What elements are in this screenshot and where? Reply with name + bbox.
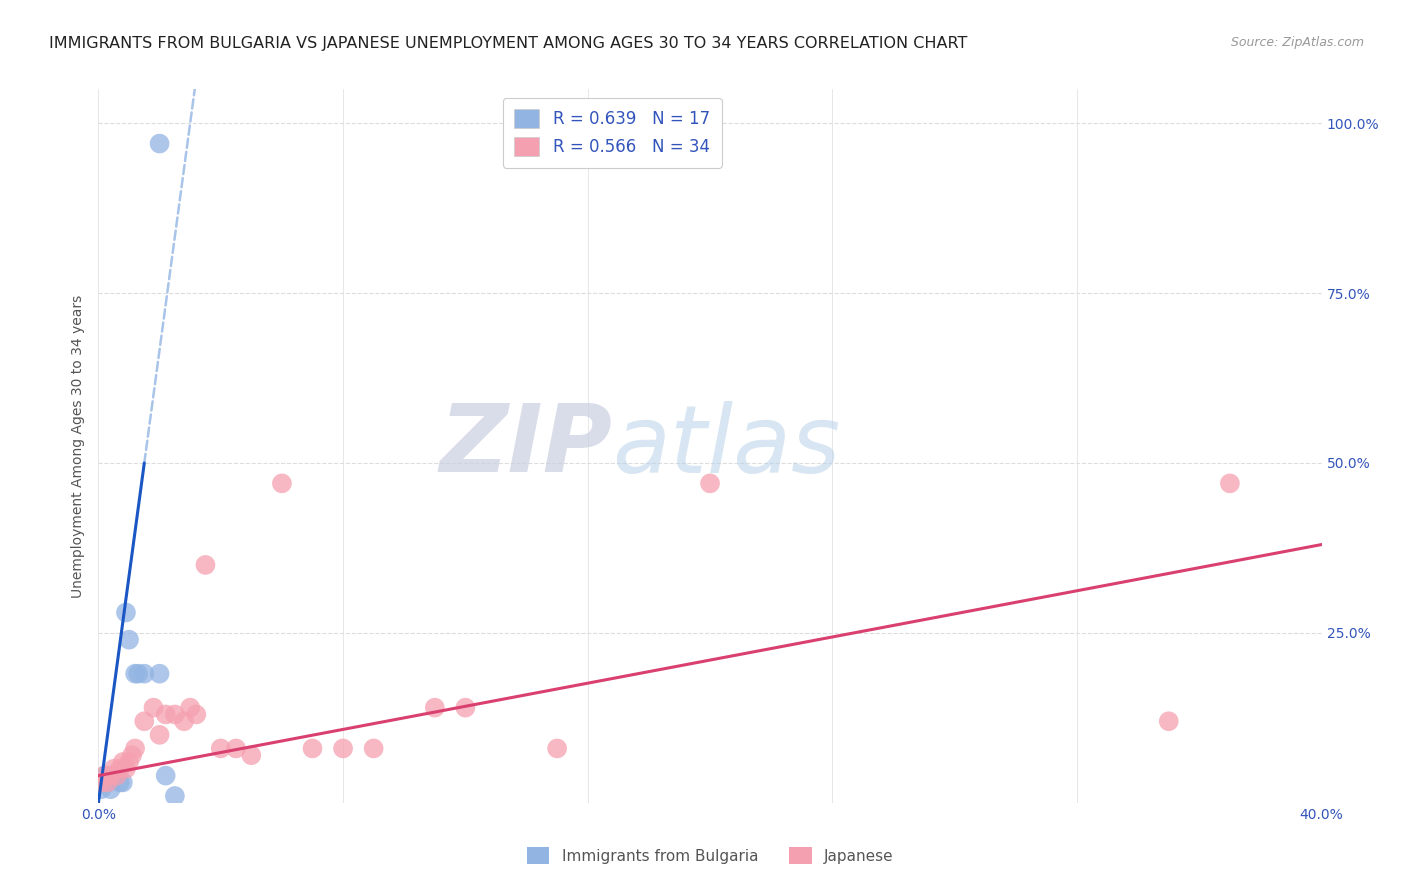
Point (134, 666, 156, 681)
Point (108, 762, 131, 776)
Point (124, 666, 146, 681)
Point (301, 741, 323, 756)
Text: atlas: atlas (612, 401, 841, 491)
Point (1157, 714, 1180, 729)
Point (118, 632, 141, 647)
Text: ZIP: ZIP (439, 400, 612, 492)
Point (332, 741, 354, 756)
Point (134, 714, 156, 729)
Legend: Immigrants from Bulgaria, Japanese: Immigrants from Bulgaria, Japanese (517, 838, 903, 873)
Point (1219, 476, 1241, 491)
Point (423, 700, 446, 714)
Text: IMMIGRANTS FROM BULGARIA VS JAPANESE UNEMPLOYMENT AMONG AGES 30 TO 34 YEARS CORR: IMMIGRANTS FROM BULGARIA VS JAPANESE UNE… (49, 36, 967, 51)
Point (127, 666, 149, 681)
Point (699, 476, 721, 491)
Y-axis label: Unemployment Among Ages 30 to 34 years: Unemployment Among Ages 30 to 34 years (72, 294, 86, 598)
Point (93, 769, 115, 783)
Point (173, 714, 195, 729)
Point (103, 769, 125, 783)
Point (124, 741, 146, 756)
Point (97, 775, 120, 789)
Point (149, 136, 172, 151)
Point (100, 769, 122, 783)
Point (142, 700, 165, 714)
Point (155, 707, 177, 722)
Point (240, 748, 263, 763)
Point (209, 741, 232, 756)
Point (118, 755, 141, 769)
Point (115, 762, 138, 776)
Point (108, 775, 131, 789)
Point (155, 769, 177, 783)
Point (105, 769, 128, 783)
Point (163, 789, 186, 803)
Point (105, 769, 128, 783)
Point (546, 741, 568, 756)
Point (115, 606, 138, 620)
Point (93, 769, 115, 783)
Point (194, 558, 217, 572)
Point (97, 775, 120, 789)
Text: Source: ZipAtlas.com: Source: ZipAtlas.com (1230, 36, 1364, 49)
Point (149, 728, 172, 742)
Point (179, 700, 201, 714)
Point (111, 755, 134, 769)
Point (454, 700, 477, 714)
Point (90, 782, 112, 797)
Point (186, 707, 208, 722)
Point (121, 748, 143, 763)
Point (270, 476, 292, 491)
Point (225, 741, 247, 756)
Point (90, 775, 112, 789)
Point (103, 762, 125, 776)
Point (363, 741, 385, 756)
Point (163, 707, 186, 722)
Point (100, 782, 122, 797)
Point (111, 775, 134, 789)
Point (149, 666, 172, 681)
